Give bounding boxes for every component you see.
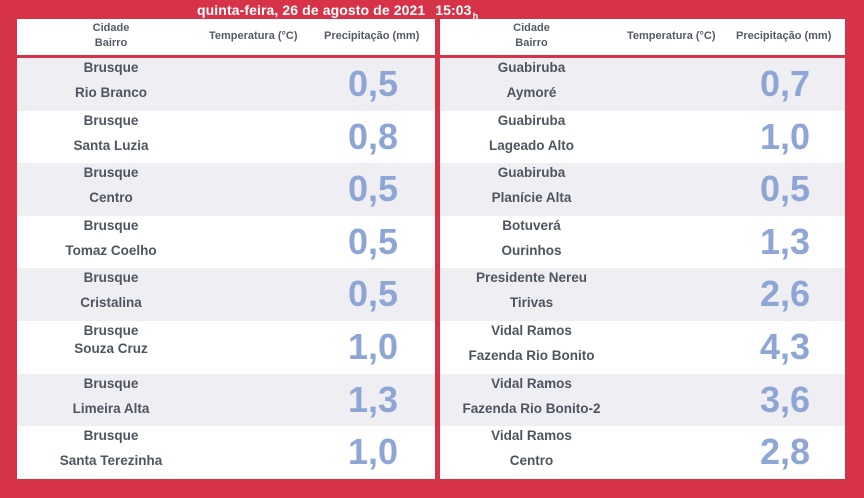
table-row: Brusque Tomaz Coelho 0,5 xyxy=(17,216,435,269)
bairro-name: Tomaz Coelho xyxy=(65,242,157,258)
table-row: Presidente Nereu Tirivas 2,6 xyxy=(440,268,845,321)
date-time-banner: quinta-feira, 26 de agosto de 2021 15:03h xyxy=(197,2,478,21)
col-header-precipitation: Precipitação (mm) xyxy=(736,30,832,42)
city-name: Guabiruba xyxy=(497,112,566,128)
precipitation-value: 1,0 xyxy=(348,325,399,367)
bairro-name: Aymoré xyxy=(506,85,557,100)
table-row: Guabiruba Aymoré 0,7 xyxy=(440,58,845,111)
precipitation-value: 1,3 xyxy=(348,378,399,420)
time-suffix: h xyxy=(472,11,479,21)
city-name: Brusque xyxy=(83,165,139,181)
bairro-name: Souza Cruz xyxy=(74,340,148,356)
city-name: Brusque xyxy=(83,217,139,233)
city-name: Botuverá xyxy=(502,217,561,233)
precipitation-value: 2,6 xyxy=(760,273,811,315)
table-row: Brusque Cristalina 0,5 xyxy=(17,268,435,321)
table-row: Botuverá Ourinhos 1,3 xyxy=(440,216,845,269)
date-text: quinta-feira, 26 de agosto de 2021 xyxy=(197,2,426,18)
col-header-city: Cidade xyxy=(513,22,550,34)
city-name: Brusque xyxy=(83,375,139,391)
col-header-bairro: Bairro xyxy=(94,37,128,49)
table-row: Guabiruba Lageado Alto 1,0 xyxy=(440,111,845,164)
bairro-name: Tirivas xyxy=(509,295,554,311)
precipitation-value: 2,8 xyxy=(760,431,811,473)
table-row: Brusque Santa Luzia 0,8 xyxy=(17,111,435,164)
precipitation-value: 0,5 xyxy=(348,168,399,210)
bairro-name: Cristalina xyxy=(80,295,142,311)
table-row: Brusque Rio Branco 0,5 xyxy=(17,58,435,111)
precipitation-value: 1,0 xyxy=(760,115,811,157)
precipitation-value: 0,7 xyxy=(760,63,811,104)
col-header-city-bairro: Cidade Bairro xyxy=(17,21,205,51)
table-row: Vidal Ramos Fazenda Rio Bonito-2 3,6 xyxy=(440,373,845,427)
city-name: Vidal Ramos xyxy=(491,375,572,391)
bairro-name: Fazenda Rio Bonito-2 xyxy=(462,400,601,416)
bairro-name: Centro xyxy=(89,190,133,206)
precipitation-value: 0,5 xyxy=(760,168,811,210)
left-table-body: Brusque Rio Branco 0,5 Brusque Santa Luz… xyxy=(17,58,435,479)
city-name: Vidal Ramos xyxy=(491,322,572,338)
precipitation-value: 0,8 xyxy=(348,115,399,157)
bairro-name: Ourinhos xyxy=(501,242,562,258)
table-row: Vidal Ramos Centro 2,8 xyxy=(440,426,845,479)
table-row: Brusque Centro 0,5 xyxy=(17,163,435,216)
city-name: Brusque xyxy=(83,322,139,338)
city-name: Brusque xyxy=(83,428,139,444)
table-row: Brusque Limeira Alta 1,3 xyxy=(17,373,435,427)
city-name: Guabiruba xyxy=(497,60,566,75)
precipitation-value: 0,5 xyxy=(348,220,399,262)
table-row: Brusque Santa Terezinha 1,0 xyxy=(17,426,435,479)
table-row: Vidal Ramos Fazenda Rio Bonito 4,3 xyxy=(440,321,845,374)
precipitation-value: 1,0 xyxy=(348,431,399,473)
precipitation-value: 0,5 xyxy=(348,273,399,315)
bairro-name: Planície Alta xyxy=(491,190,572,206)
time-text: 15:03 xyxy=(435,2,472,18)
right-table-body: Guabiruba Aymoré 0,7 Guabiruba Lageado A… xyxy=(440,58,845,479)
table-row: Brusque Souza Cruz 1,0 xyxy=(17,321,435,374)
col-header-precipitation: Precipitação (mm) xyxy=(324,30,420,42)
city-name: Vidal Ramos xyxy=(491,428,572,444)
table-row: Guabiruba Planície Alta 0,5 xyxy=(440,163,845,216)
bairro-name: Rio Branco xyxy=(74,85,147,100)
bairro-name: Santa Luzia xyxy=(73,137,149,153)
precipitation-value: 4,3 xyxy=(760,325,811,367)
city-name: Brusque xyxy=(83,270,139,286)
precipitation-value: 1,3 xyxy=(760,220,811,262)
city-name: Brusque xyxy=(83,112,139,128)
col-header-temperature: Temperatura (°C) xyxy=(627,30,716,42)
city-name: Presidente Nereu xyxy=(475,270,588,286)
bairro-name: Lageado Alto xyxy=(488,137,574,153)
city-name: Guabiruba xyxy=(497,165,566,181)
bairro-name: Centro xyxy=(509,453,554,469)
left-table-header: Cidade Bairro Temperatura (°C) Precipita… xyxy=(17,19,435,55)
city-name: Brusque xyxy=(83,60,139,75)
col-header-bairro: Bairro xyxy=(515,37,548,49)
col-header-temperature: Temperatura (°C) xyxy=(209,30,298,42)
precipitation-value: 0,5 xyxy=(348,63,399,104)
precipitation-value: 3,6 xyxy=(760,378,811,420)
col-header-city-bairro: Cidade Bairro xyxy=(440,21,623,51)
right-table-header: Cidade Bairro Temperatura (°C) Precipita… xyxy=(440,19,845,55)
col-header-city: Cidade xyxy=(92,22,130,34)
bairro-name: Limeira Alta xyxy=(72,400,150,416)
bairro-name: Santa Terezinha xyxy=(59,453,163,469)
bairro-name: Fazenda Rio Bonito xyxy=(468,347,595,363)
